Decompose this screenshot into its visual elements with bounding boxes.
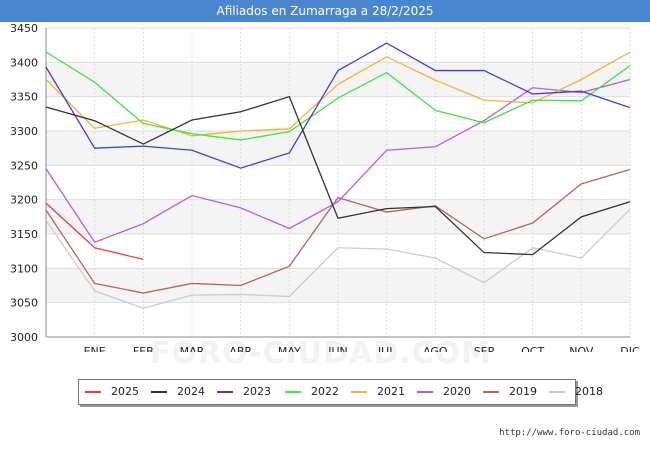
legend-item-2018: 2018 bbox=[549, 380, 603, 404]
x-tick-label: DIC bbox=[620, 345, 640, 352]
legend-swatch bbox=[549, 391, 565, 393]
x-tick-label: FEB bbox=[133, 345, 154, 352]
plot-band bbox=[46, 62, 630, 97]
chart-title: Afiliados en Zumarraga a 28/2/2025 bbox=[0, 0, 650, 22]
x-tick-label: JUN bbox=[327, 345, 348, 352]
series-line-2018 bbox=[45, 208, 631, 309]
line-chart: 3000 3050 3100 3150 3200 3250 3300 3350 3400 3450… bbox=[10, 22, 640, 352]
plot-band bbox=[46, 302, 630, 337]
series-line-2025 bbox=[45, 202, 144, 261]
plot-band bbox=[46, 234, 630, 269]
legend-swatch bbox=[85, 391, 101, 393]
series-line-2022 bbox=[45, 51, 631, 141]
watermark: FORO-CIUDAD.COM bbox=[150, 336, 492, 371]
legend-swatch bbox=[351, 391, 367, 393]
x-tick-label: AGO bbox=[423, 345, 448, 352]
y-tick-label: 3150 bbox=[10, 228, 38, 241]
x-tick-label: OCT bbox=[521, 345, 544, 352]
legend-swatch bbox=[417, 391, 433, 393]
footer-url: http://www.foro-ciudad.com bbox=[499, 428, 640, 438]
series-line-2023 bbox=[45, 42, 631, 169]
legend-item-2022: 2022 bbox=[285, 380, 339, 404]
series-line-2021 bbox=[45, 51, 631, 137]
y-tick-label: 3450 bbox=[10, 22, 38, 35]
x-tick-label: MAR bbox=[180, 345, 205, 352]
legend-swatch bbox=[483, 391, 499, 393]
legend-swatch bbox=[285, 391, 301, 393]
legend-swatch bbox=[151, 391, 167, 393]
x-tick-labels: ENE FEB MAR ABR MAY JUN JUL AGO SEP OCT NOV DIC bbox=[84, 345, 640, 352]
x-tick-label: ABR bbox=[229, 345, 252, 352]
y-tick-label: 3050 bbox=[10, 297, 38, 310]
y-tick-label: 3200 bbox=[10, 194, 38, 207]
plot-band bbox=[46, 165, 630, 200]
legend-label: 2019 bbox=[509, 385, 537, 398]
legend-label: 2024 bbox=[177, 385, 205, 398]
y-tick-label: 3250 bbox=[10, 159, 38, 172]
legend-item-2023: 2023 bbox=[217, 380, 271, 404]
x-tick-label: NOV bbox=[569, 345, 594, 352]
x-tick-label: SEP bbox=[474, 345, 495, 352]
y-tick-label: 3000 bbox=[10, 331, 38, 344]
x-tick-label: ENE bbox=[84, 345, 106, 352]
y-tick-label: 3300 bbox=[10, 125, 38, 138]
y-tick-labels: 3000 3050 3100 3150 3200 3250 3300 3350 3400 3450 bbox=[10, 22, 38, 344]
legend-item-2019: 2019 bbox=[483, 380, 537, 404]
legend-item-2024: 2024 bbox=[151, 380, 205, 404]
legend-item-2021: 2021 bbox=[351, 380, 405, 404]
legend-label: 2023 bbox=[243, 385, 271, 398]
legend: 2025 2024 2023 2022 2021 2020 2019 2018 bbox=[78, 379, 603, 405]
legend-item-2025: 2025 bbox=[85, 380, 139, 404]
legend-item-2020: 2020 bbox=[417, 380, 471, 404]
y-tick-label: 3400 bbox=[10, 56, 38, 69]
legend-label: 2025 bbox=[111, 385, 139, 398]
series-lines bbox=[45, 42, 631, 309]
legend-label: 2020 bbox=[443, 385, 471, 398]
legend-swatch bbox=[217, 391, 233, 393]
x-tick-label: MAY bbox=[278, 345, 301, 352]
series-line-2020 bbox=[45, 78, 631, 244]
legend-label: 2022 bbox=[311, 385, 339, 398]
y-tick-label: 3350 bbox=[10, 91, 38, 104]
x-tick-label: JUL bbox=[377, 345, 396, 352]
series-line-2019 bbox=[45, 168, 631, 294]
legend-label: 2018 bbox=[575, 385, 603, 398]
series-line-2024 bbox=[45, 95, 631, 256]
legend-label: 2021 bbox=[377, 385, 405, 398]
y-tick-label: 3100 bbox=[10, 262, 38, 275]
